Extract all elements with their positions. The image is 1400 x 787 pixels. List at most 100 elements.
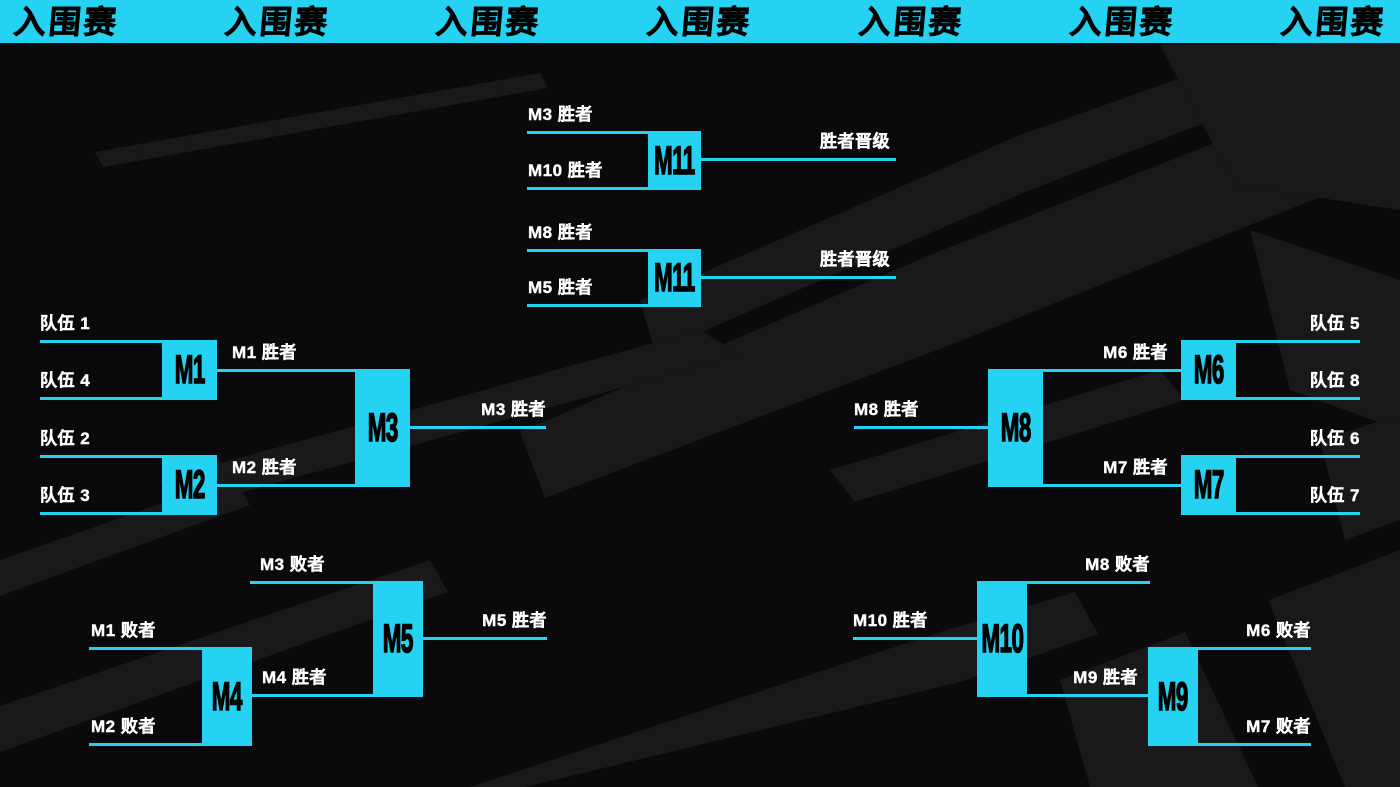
label-m8-winner: M8 胜者 <box>854 400 919 419</box>
match-box-m2: M2 <box>162 455 217 515</box>
label-m3-winner: M3 胜者 <box>481 400 546 419</box>
label-m9-winner: M9 胜者 <box>1073 668 1138 687</box>
background-shape <box>1160 45 1400 210</box>
match-box-m6-label: M6 <box>1193 348 1224 392</box>
label-m4-winner: M4 胜者 <box>262 668 327 687</box>
match-box-m1-label: M1 <box>174 348 205 392</box>
stage-header-label: 入围赛 <box>857 4 966 41</box>
label-final-a-advance: 胜者晋级 <box>820 132 890 151</box>
line-m2-out <box>217 484 355 487</box>
match-box-m2-label: M2 <box>174 463 205 507</box>
label-m8-loser: M8 败者 <box>1085 555 1150 574</box>
label-m1-winner: M1 胜者 <box>232 343 297 362</box>
line-final-a-out <box>701 158 896 161</box>
line-m7-out <box>1043 484 1181 487</box>
background-shape <box>1320 415 1400 540</box>
label-team8: 队伍 8 <box>1309 371 1360 390</box>
match-box-m8-label: M8 <box>1000 406 1031 450</box>
line-team6 <box>1236 455 1360 458</box>
match-box-m5-label: M5 <box>383 617 414 661</box>
label-m10-winner: M10 胜者 <box>853 611 928 630</box>
line-team4 <box>40 397 162 400</box>
label-final-a-top-seed: M3 胜者 <box>528 105 593 124</box>
stage-header-label: 入围赛 <box>223 4 332 41</box>
label-m5-winner: M5 胜者 <box>482 611 547 630</box>
line-final-b-bottom <box>527 304 648 307</box>
label-m1-loser: M1 败者 <box>91 621 156 640</box>
background-shape <box>470 592 1098 787</box>
line-m2-loser <box>89 743 202 746</box>
label-m2-winner: M2 胜者 <box>232 458 297 477</box>
match-box-m8: M8 <box>988 369 1043 487</box>
line-team8 <box>1236 397 1360 400</box>
label-team2: 队伍 2 <box>40 429 91 448</box>
label-m3-loser: M3 败者 <box>260 555 325 574</box>
line-final-b-out <box>701 276 896 279</box>
match-box-m11-b: M11 <box>648 249 701 307</box>
line-m3-loser <box>250 581 373 584</box>
label-final-a-bottom-seed: M10 胜者 <box>528 161 603 180</box>
match-box-m11-a-label: M11 <box>654 138 696 183</box>
match-box-m3-label: M3 <box>367 406 398 450</box>
match-box-m4-label: M4 <box>212 674 243 719</box>
label-team1: 队伍 1 <box>40 314 91 333</box>
label-team5: 队伍 5 <box>1309 314 1360 333</box>
label-m7-loser: M7 败者 <box>1246 717 1311 736</box>
line-m4-out <box>252 694 373 697</box>
label-final-b-top-seed: M8 胜者 <box>528 223 593 242</box>
background-shape <box>160 330 740 508</box>
line-team7 <box>1236 512 1360 515</box>
label-m6-loser: M6 败者 <box>1246 621 1311 640</box>
label-m7-winner: M7 胜者 <box>1103 458 1168 477</box>
line-m8-loser <box>1027 581 1150 584</box>
line-team2 <box>40 455 162 458</box>
stage-header-label: 入围赛 <box>645 4 755 41</box>
stage-header: 入围赛 入围赛 入围赛 入围赛 入围赛 入围赛 入围赛 <box>0 0 1400 43</box>
line-team5 <box>1236 340 1360 343</box>
line-m8-out <box>854 426 988 429</box>
background-shape <box>95 73 548 167</box>
match-box-m11-b-label: M11 <box>654 256 696 300</box>
label-team3: 队伍 3 <box>40 486 91 505</box>
label-final-b-bottom-seed: M5 胜者 <box>528 278 593 297</box>
label-m2-loser: M2 败者 <box>91 717 156 736</box>
line-m6-loser <box>1198 647 1311 650</box>
match-box-m9-label: M9 <box>1158 674 1189 719</box>
match-box-m7-label: M7 <box>1193 463 1224 507</box>
match-box-m6: M6 <box>1181 340 1236 400</box>
match-box-m7: M7 <box>1181 455 1236 515</box>
line-m10-out <box>853 637 977 640</box>
line-team1 <box>40 340 162 343</box>
stage-header-label: 入围赛 <box>434 4 543 41</box>
label-team4: 队伍 4 <box>40 371 91 390</box>
line-m9-out <box>1027 694 1148 697</box>
line-m7-loser <box>1198 743 1311 746</box>
line-m1-out <box>217 369 355 372</box>
match-box-m11-a: M11 <box>648 131 701 190</box>
stage-header-label: 入围赛 <box>1279 4 1388 41</box>
stage-header-label: 入围赛 <box>1068 4 1177 41</box>
line-m5-out <box>423 637 547 640</box>
line-m6-out <box>1043 369 1181 372</box>
match-box-m10-label: M10 <box>981 617 1024 661</box>
line-team3 <box>40 512 162 515</box>
match-box-m4: M4 <box>202 647 252 746</box>
match-box-m1: M1 <box>162 340 217 400</box>
background-shape <box>520 70 1400 498</box>
match-box-m9: M9 <box>1148 647 1198 746</box>
label-final-b-advance: 胜者晋级 <box>820 250 890 269</box>
background-shape <box>1250 230 1400 430</box>
label-team7: 队伍 7 <box>1309 486 1360 505</box>
line-final-a-top <box>527 131 648 134</box>
match-box-m5: M5 <box>373 581 423 697</box>
line-m3-out <box>410 426 546 429</box>
background-shape <box>1170 568 1345 787</box>
label-m6-winner: M6 胜者 <box>1103 343 1168 362</box>
match-box-m3: M3 <box>355 369 410 487</box>
stage-header-label: 入围赛 <box>12 4 121 41</box>
line-final-a-bottom <box>527 187 648 190</box>
label-team6: 队伍 6 <box>1309 429 1360 448</box>
line-m1-loser <box>89 647 202 650</box>
